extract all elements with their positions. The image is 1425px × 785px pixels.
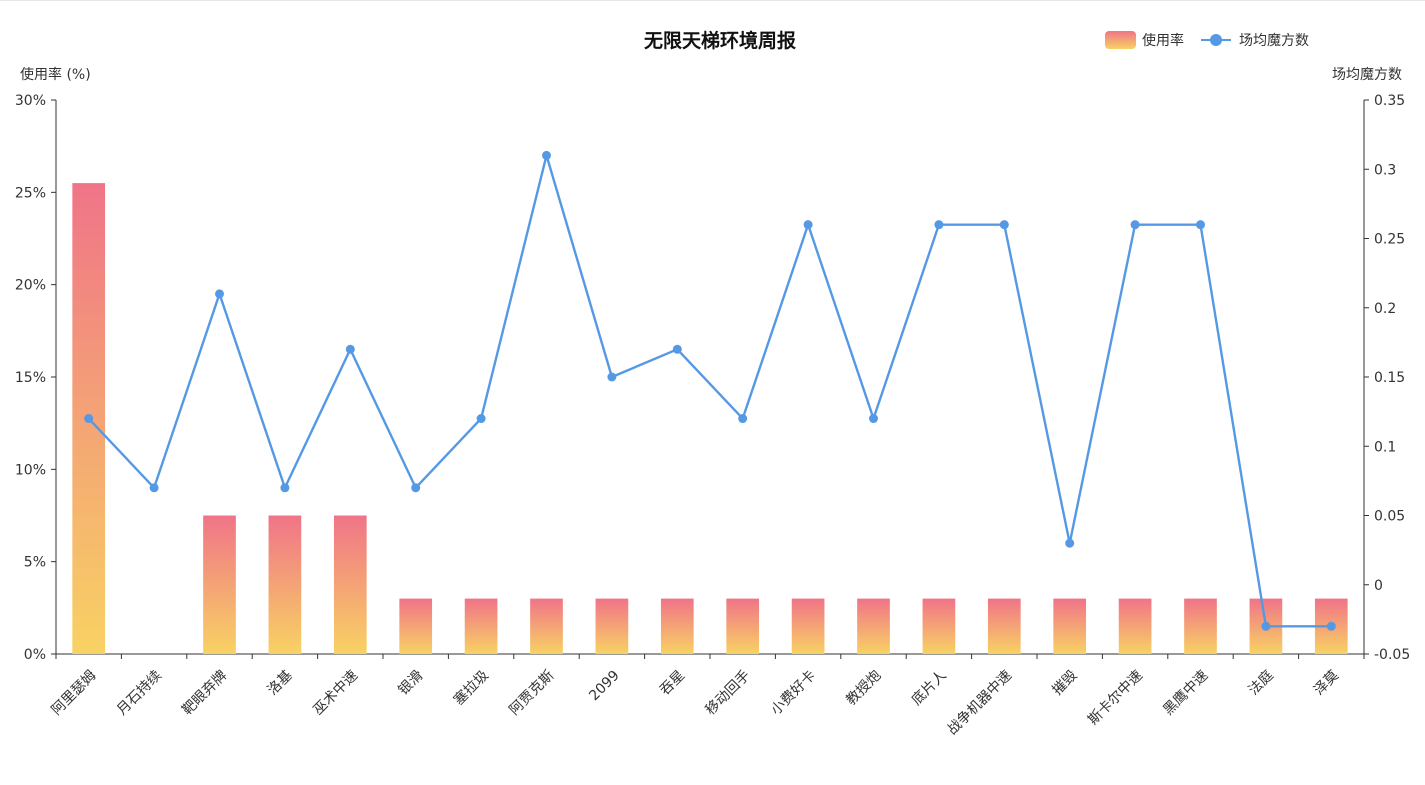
legend-line-marker (1210, 34, 1222, 46)
line-point (1261, 621, 1271, 631)
line-point (607, 372, 617, 382)
bar (595, 598, 629, 654)
legend-label-cubes: 场均魔方数 (1239, 33, 1309, 49)
right-tick-label: 0.3 (1374, 162, 1396, 178)
category-label: 2099 (586, 668, 623, 705)
line-point (672, 344, 682, 354)
category-label: 塞拉圾 (450, 667, 492, 709)
category-label: 斯卡尔中速 (1085, 668, 1146, 729)
chart-title: 无限天梯环境周报 (644, 29, 796, 52)
line-point (542, 150, 551, 160)
line-point (738, 414, 748, 424)
right-tick-label: 0.35 (1374, 93, 1405, 109)
left-axis-name: 使用率 (%) (20, 66, 91, 83)
legend-label-usage: 使用率 (1142, 32, 1184, 49)
bar (857, 598, 890, 654)
line-point (345, 344, 355, 354)
bar-series (72, 183, 1348, 654)
category-label: 教授炮 (843, 668, 884, 709)
left-tick-label: 5% (24, 555, 46, 571)
line-point (1196, 220, 1205, 230)
bar (726, 598, 760, 654)
right-tick-label: 0.15 (1374, 370, 1405, 386)
line-point (476, 414, 486, 424)
line-point (280, 483, 290, 493)
left-tick-label: 10% (15, 462, 46, 478)
line-series (84, 150, 1336, 631)
line-point (1326, 621, 1336, 631)
line-point (999, 220, 1009, 230)
bar (399, 598, 433, 654)
right-tick-label: 0.05 (1374, 509, 1405, 525)
right-axis-name: 场均魔方数 (1332, 67, 1402, 83)
right-tick-label: -0.05 (1374, 647, 1410, 663)
category-label: 阿贾克斯 (506, 668, 557, 719)
line-path (87, 154, 1332, 628)
left-tick-label: 20% (15, 278, 46, 294)
bar (922, 598, 956, 654)
bar (791, 598, 825, 654)
category-label: 洛基 (264, 667, 296, 699)
right-tick-label: 0.25 (1374, 232, 1405, 248)
bar (1053, 598, 1087, 654)
line-point (869, 414, 878, 424)
bar (660, 598, 694, 654)
category-label: 阿里瑟姆 (49, 668, 100, 719)
line-point (149, 483, 159, 493)
top-border (0, 0, 1425, 1)
category-label: 移动回手 (703, 668, 754, 719)
left-tick-label: 15% (15, 370, 46, 386)
left-tick-label: 30% (15, 93, 46, 109)
bar (203, 515, 236, 654)
line-point (934, 220, 944, 230)
category-label: 黑鹰中速 (1160, 668, 1211, 719)
axes: 0% 5% 10% 15% 20% 25% 30% -0.05 0 0.05 0.1 0.15 0.2 0… (15, 93, 1410, 663)
category-label: 巫术中速 (310, 668, 361, 719)
left-tick-label: 0% (24, 647, 46, 663)
left-tick-label: 25% (15, 185, 46, 201)
category-label: 小费好卡 (768, 668, 819, 719)
bar (1184, 598, 1217, 654)
legend-bar-swatch (1105, 31, 1136, 49)
category-label: 吞星 (657, 668, 688, 699)
category-labels: 阿里瑟姆 月石持续 靶眼弃牌 洛基 巫术中速 银滑 塞拉圾 阿贾克斯 2099 吞星 移动回手 小费好… (49, 667, 1343, 738)
bar (987, 598, 1021, 654)
line-point (803, 220, 813, 230)
legend: 使用率 场均魔方数 (1105, 31, 1309, 49)
line-point (215, 289, 224, 299)
category-label: 月石持续 (113, 667, 165, 719)
category-label: 法庭 (1245, 667, 1277, 699)
right-tick-label: 0 (1374, 578, 1383, 594)
line-point (411, 483, 421, 493)
line-point (1065, 538, 1075, 548)
right-tick-label: 0.1 (1374, 439, 1396, 455)
line-point (1130, 220, 1140, 230)
bar (268, 515, 302, 654)
category-label: 摧毁 (1049, 668, 1080, 699)
bar (530, 598, 563, 654)
category-label: 银滑 (395, 667, 427, 699)
category-label: 战争机器中速 (944, 668, 1015, 739)
category-label: 底片人 (909, 668, 950, 709)
bar (1118, 598, 1152, 654)
bar (333, 515, 367, 654)
right-tick-label: 0.2 (1374, 301, 1396, 317)
bar (464, 598, 498, 654)
category-label: 靶眼弃牌 (179, 667, 231, 719)
category-label: 泽莫 (1311, 668, 1342, 699)
line-point (84, 414, 94, 424)
